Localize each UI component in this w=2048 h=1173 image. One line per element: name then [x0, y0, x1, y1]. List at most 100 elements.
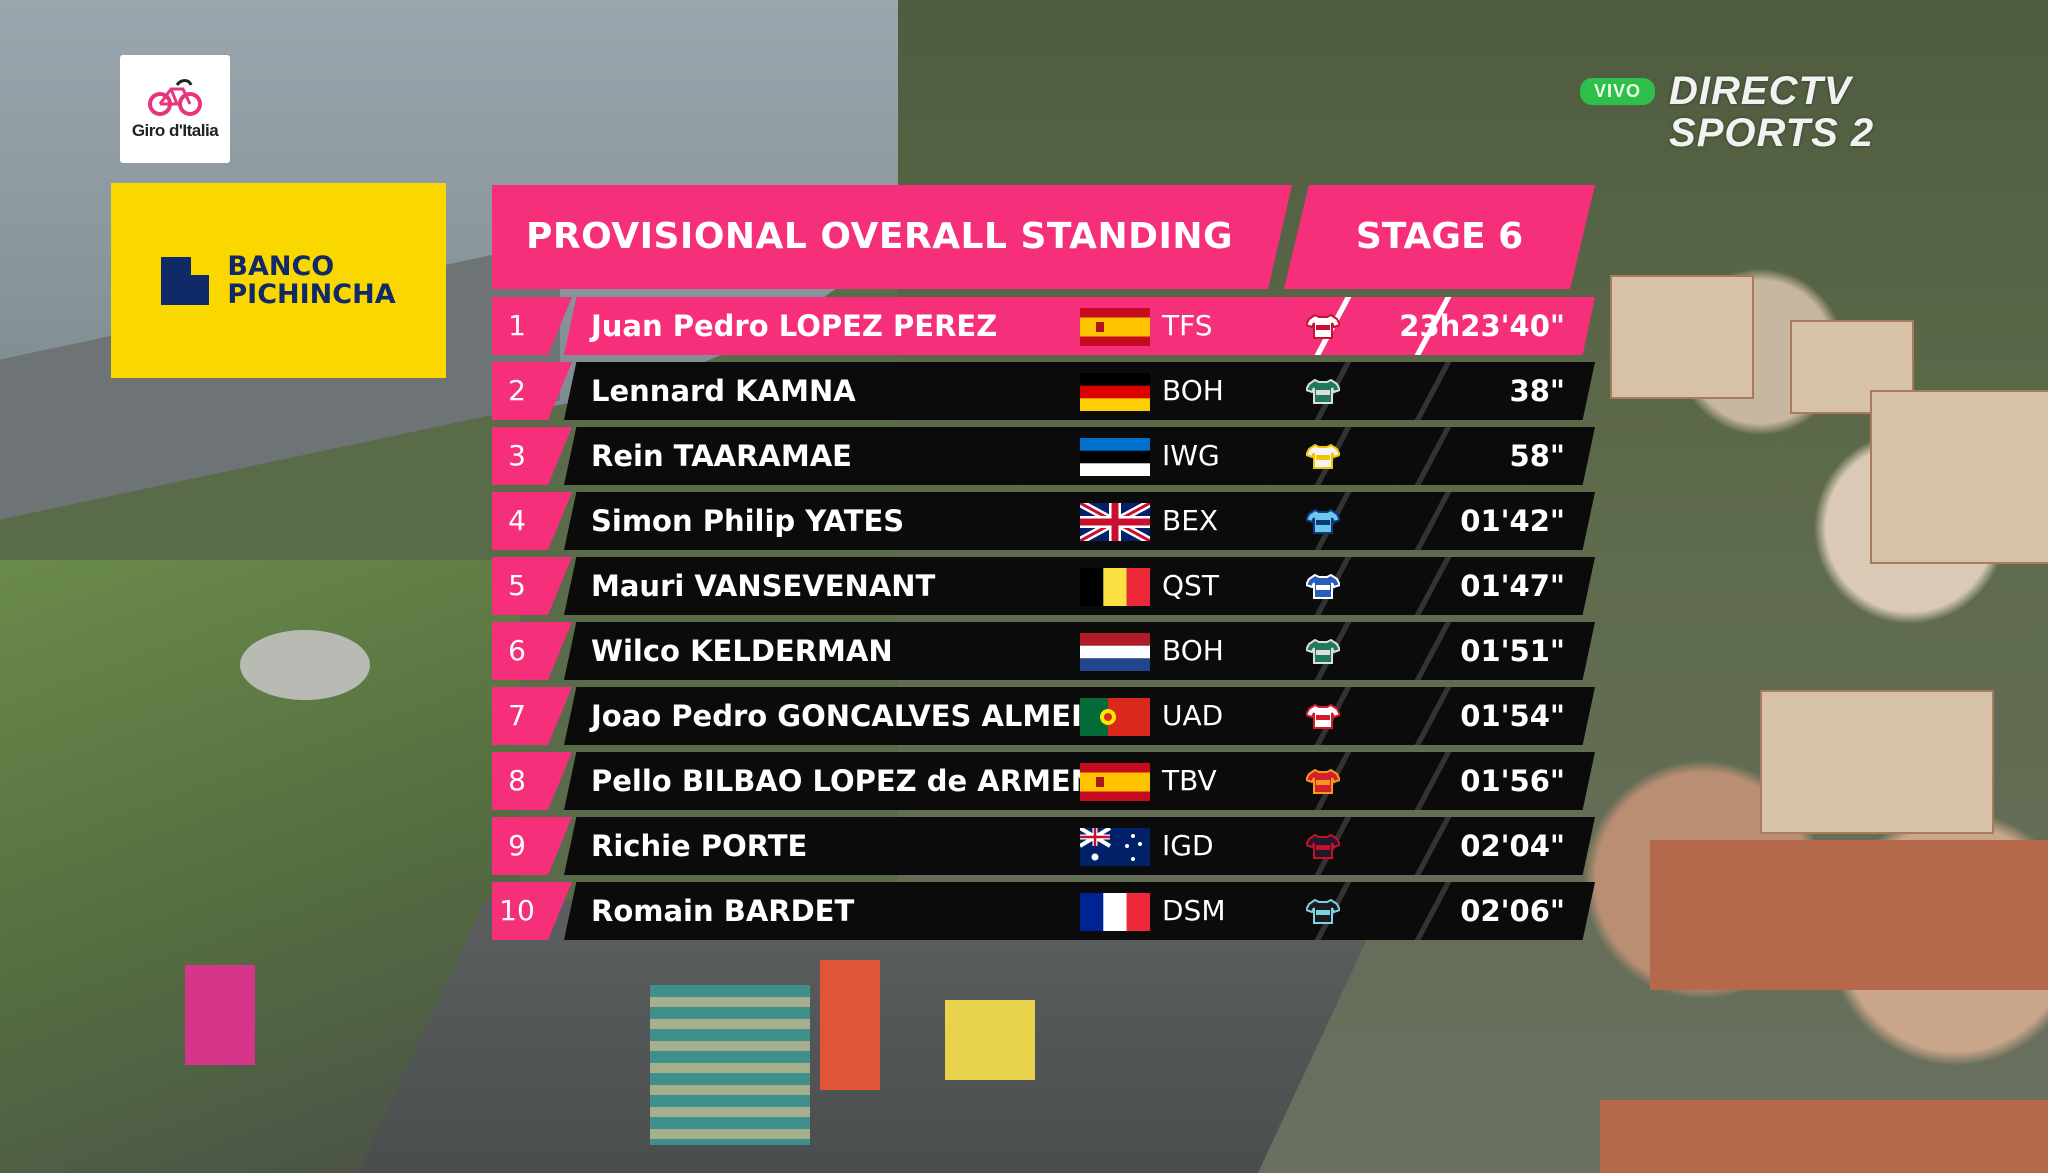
bank-logo-icon: [161, 256, 210, 305]
ineos-jersey-icon: [1304, 833, 1342, 859]
live-badge: VIVO: [1580, 78, 1656, 105]
trek-jersey-icon: [1304, 313, 1342, 339]
rider-name: Pello BILBAO LOPEZ de ARMENTIA: [591, 764, 1149, 798]
broadcaster-line2: SPORTS 2: [1669, 111, 1875, 155]
team-code: QST: [1162, 569, 1219, 602]
inflatable-castle: [945, 1000, 1035, 1080]
gc-time: 01'56": [1460, 764, 1565, 798]
rank-cell: 10: [492, 882, 572, 940]
standings-title: PROVISIONAL OVERALL STANDING: [526, 216, 1234, 257]
table-row: 6 Wilco KELDERMAN BOH 01'51": [492, 622, 1595, 680]
roof: [1650, 840, 2048, 990]
rank-cell: 8: [492, 752, 572, 810]
table-row: 1 Juan Pedro LOPEZ PEREZ TFS 23h23'40": [492, 297, 1595, 355]
rank-cell: 2: [492, 362, 572, 420]
sponsor-line2: PICHINCHA: [227, 278, 396, 310]
uae-jersey-icon: [1304, 703, 1342, 729]
broadcaster-line1: DIRECTV: [1669, 69, 1852, 113]
germany-flag: [1080, 373, 1150, 411]
giro-logo-text: Giro d'Italia: [131, 121, 219, 140]
gc-time: 01'51": [1460, 634, 1565, 668]
finish-gate: [185, 965, 255, 1065]
standings-table: 1 Juan Pedro LOPEZ PEREZ TFS 23h23'40" 2 Lenn…: [492, 297, 1595, 947]
table-row: 8 Pello BILBAO LOPEZ de ARMENTIA TBV 01'56": [492, 752, 1595, 810]
bora-jersey-icon: [1304, 638, 1342, 664]
table-row: 9 Richie PORTE IGD 02'04": [492, 817, 1595, 875]
inflatable-slide: [820, 960, 880, 1090]
uk-flag: [1080, 503, 1150, 541]
team-code: IWG: [1162, 439, 1220, 472]
row-background: [564, 492, 1595, 550]
row-background: [564, 557, 1595, 615]
stage-label: STAGE 6: [1355, 216, 1524, 257]
bora-jersey-icon: [1304, 378, 1342, 404]
gc-time: 02'06": [1460, 894, 1565, 928]
bahrain-jersey-icon: [1304, 768, 1342, 794]
rider-name: Richie PORTE: [591, 829, 808, 863]
gc-time: 01'42": [1460, 504, 1565, 538]
intermarche-jersey-icon: [1304, 443, 1342, 469]
rank-cell: 5: [492, 557, 572, 615]
sponsor-line1: BANCO: [227, 250, 335, 282]
stands: [650, 985, 810, 1145]
team-code: TFS: [1162, 309, 1213, 342]
rider-name: Lennard KAMNA: [591, 374, 856, 408]
plaza: [240, 630, 370, 700]
roof: [1600, 1100, 2048, 1173]
rider-name: Simon Philip YATES: [591, 504, 905, 538]
team-code: IGD: [1162, 829, 1214, 862]
rank-cell: 3: [492, 427, 572, 485]
gc-time: 01'54": [1460, 699, 1565, 733]
giro-logo: Giro d'Italia: [120, 55, 230, 163]
bikeexchange-jersey-icon: [1304, 508, 1342, 534]
row-background: [564, 362, 1595, 420]
row-background: [564, 297, 1595, 355]
spain-flag: [1080, 308, 1150, 346]
dsm-jersey-icon: [1304, 898, 1342, 924]
header-title-bg: [492, 185, 1292, 289]
gc-time: 38": [1509, 374, 1565, 408]
rider-name: Rein TAARAMAE: [591, 439, 852, 473]
france-flag: [1080, 893, 1150, 931]
gc-time: 58": [1509, 439, 1565, 473]
church: [1870, 390, 2048, 564]
row-background: [564, 687, 1595, 745]
building: [1610, 275, 1754, 399]
team-code: BOH: [1162, 634, 1224, 667]
broadcaster-logo: VIVO DIRECTV SPORTS 2: [1580, 70, 1874, 160]
rider-name: Joao Pedro GONCALVES ALMEIDA: [591, 699, 1129, 733]
standings-header: PROVISIONAL OVERALL STANDING STAGE 6: [492, 185, 1595, 289]
sponsor-name: BANCO PICHINCHA: [227, 250, 396, 310]
rider-name: Juan Pedro LOPEZ PEREZ: [591, 309, 998, 343]
gc-time: 23h23'40": [1399, 309, 1565, 343]
rider-name: Wilco KELDERMAN: [591, 634, 893, 668]
table-row: 5 Mauri VANSEVENANT QST 01'47": [492, 557, 1595, 615]
table-row: 7 Joao Pedro GONCALVES ALMEIDA UAD 01'54": [492, 687, 1595, 745]
table-row: 4 Simon Philip YATES BEX 01'42": [492, 492, 1595, 550]
team-code: TBV: [1162, 764, 1217, 797]
row-background: [564, 817, 1595, 875]
estonia-flag: [1080, 438, 1150, 476]
table-row: 2 Lennard KAMNA BOH 38": [492, 362, 1595, 420]
row-background: [564, 622, 1595, 680]
team-code: BOH: [1162, 374, 1224, 407]
team-code: BEX: [1162, 504, 1219, 537]
netherlands-flag: [1080, 633, 1150, 671]
bicycle-icon: [148, 79, 202, 116]
rider-name: Romain BARDET: [591, 894, 855, 928]
rank-cell: 6: [492, 622, 572, 680]
gc-time: 02'04": [1460, 829, 1565, 863]
australia-flag: [1080, 828, 1150, 866]
portugal-flag: [1080, 698, 1150, 736]
broadcaster-name: DIRECTV SPORTS 2: [1669, 70, 1874, 154]
building: [1760, 690, 1994, 834]
spain-flag: [1080, 763, 1150, 801]
belgium-flag: [1080, 568, 1150, 606]
rank-cell: 4: [492, 492, 572, 550]
rider-name: Mauri VANSEVENANT: [591, 569, 936, 603]
gc-time: 01'47": [1460, 569, 1565, 603]
rank-cell: 9: [492, 817, 572, 875]
table-row: 10 Romain BARDET DSM 02'06": [492, 882, 1595, 940]
header-stage-bg: [1284, 185, 1595, 289]
row-background: [564, 752, 1595, 810]
